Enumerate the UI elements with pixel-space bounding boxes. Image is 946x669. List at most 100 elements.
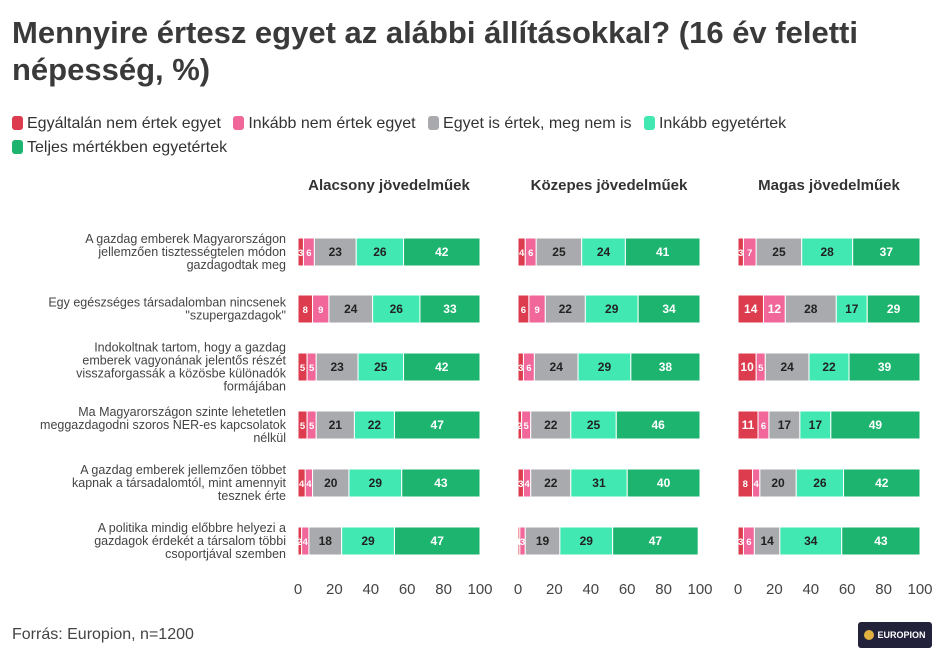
bar-segment bbox=[852, 237, 921, 267]
x-tick-label: 20 bbox=[326, 581, 343, 598]
data-label: 6 bbox=[746, 537, 751, 548]
data-label: 29 bbox=[369, 476, 383, 490]
category-label: Indokoltnak tartom, hogy a gazdag emberek… bbox=[76, 341, 287, 394]
category-label-line: tesznek érte bbox=[218, 489, 286, 503]
data-label: 47 bbox=[431, 534, 445, 548]
data-label: 3 bbox=[298, 248, 303, 259]
x-tick-label: 20 bbox=[546, 581, 563, 598]
data-label: 6 bbox=[526, 363, 531, 374]
legend-item-strongly-disagree: Egyáltalán nem értek egyet bbox=[12, 112, 221, 136]
panel-title: Alacsony jövedelműek bbox=[308, 177, 470, 194]
data-label: 22 bbox=[368, 418, 382, 432]
data-label: 43 bbox=[874, 534, 888, 548]
category-label-line: Indokoltnak tartom, hogy a gazdag bbox=[94, 341, 286, 355]
data-label: 4 bbox=[519, 248, 525, 259]
data-label: 23 bbox=[330, 360, 344, 374]
bar-segment bbox=[801, 237, 854, 267]
bar-segment bbox=[784, 294, 837, 324]
data-label: 37 bbox=[880, 245, 894, 259]
bar-segment bbox=[737, 294, 764, 324]
data-label: 22 bbox=[544, 418, 558, 432]
data-label: 5 bbox=[300, 363, 306, 374]
data-label: 24 bbox=[780, 360, 794, 374]
category-label-line: emberek vagyonának jelentős részét bbox=[82, 354, 286, 368]
data-label: 25 bbox=[587, 418, 601, 432]
data-label: 14 bbox=[744, 302, 758, 316]
legend-item-disagree: Inkább nem értek egyet bbox=[233, 112, 416, 136]
data-label: 8 bbox=[743, 479, 748, 490]
category-label-line: nélkül bbox=[253, 431, 286, 445]
data-label: 17 bbox=[809, 418, 823, 432]
data-label: 26 bbox=[813, 476, 827, 490]
x-tick-label: 80 bbox=[655, 581, 672, 598]
data-label: 3 bbox=[518, 363, 523, 374]
bar-segment bbox=[533, 352, 579, 382]
data-label: 5 bbox=[300, 421, 306, 432]
bar-segment bbox=[753, 526, 781, 556]
data-label: 4 bbox=[303, 537, 309, 548]
bar-segment bbox=[637, 294, 701, 324]
data-label: 3 bbox=[738, 248, 743, 259]
category-label-line: meggazdagodni szoros NER-es kapcsolatok bbox=[40, 418, 287, 432]
data-label: 5 bbox=[758, 363, 764, 374]
data-label: 39 bbox=[878, 360, 892, 374]
data-label: 25 bbox=[772, 245, 786, 259]
x-tick-label: 80 bbox=[875, 581, 892, 598]
bar-segment bbox=[577, 352, 632, 382]
category-label-line: Ma Magyarországon szinte lehetetlen bbox=[78, 405, 286, 419]
bar-segment bbox=[524, 526, 561, 556]
x-tick-label: 100 bbox=[467, 581, 492, 598]
data-label: 5 bbox=[309, 421, 315, 432]
chart-title: Mennyire értesz egyet az alábbi állításo… bbox=[12, 15, 858, 87]
x-tick-label: 20 bbox=[766, 581, 783, 598]
data-label: 26 bbox=[373, 245, 387, 259]
data-label: 6 bbox=[306, 248, 311, 259]
data-label: 28 bbox=[821, 245, 835, 259]
data-label: 9 bbox=[318, 305, 323, 316]
data-label: 3 bbox=[518, 479, 523, 490]
bar-segment bbox=[866, 294, 921, 324]
data-label: 17 bbox=[845, 302, 859, 316]
category-label-line: A gazdag emberek jellemzően többet bbox=[80, 463, 286, 477]
bar-segment bbox=[372, 294, 421, 324]
data-label: 3 bbox=[520, 537, 525, 548]
category-label: Egy egészséges társadalomban nincsenek "s… bbox=[48, 296, 286, 323]
legend-label: Egyáltalán nem értek egyet bbox=[27, 115, 221, 132]
data-label: 29 bbox=[580, 534, 594, 548]
legend-swatch bbox=[428, 116, 440, 130]
data-label: 4 bbox=[299, 479, 305, 490]
data-label: 6 bbox=[761, 421, 766, 432]
legend-label: Inkább nem értek egyet bbox=[248, 115, 416, 132]
data-label: 2 bbox=[297, 537, 302, 548]
legend-swatch bbox=[643, 116, 655, 130]
bar-segment bbox=[830, 410, 921, 440]
category-label: Ma Magyarországon szinte lehetetlen megga… bbox=[40, 405, 287, 445]
data-label: 25 bbox=[552, 245, 566, 259]
data-label: 3 bbox=[738, 537, 743, 548]
x-tick-label: 60 bbox=[839, 581, 856, 598]
legend-swatch bbox=[12, 140, 23, 154]
bar-segment bbox=[403, 237, 481, 267]
data-label: 20 bbox=[771, 476, 785, 490]
data-label: 47 bbox=[431, 418, 445, 432]
data-label: 5 bbox=[524, 421, 530, 432]
logo-mark-icon bbox=[864, 630, 875, 640]
bar-segment bbox=[808, 352, 850, 382]
data-label: 24 bbox=[550, 360, 564, 374]
data-label: 11 bbox=[742, 418, 755, 432]
data-label: 7 bbox=[747, 248, 752, 259]
data-label: 6 bbox=[528, 248, 533, 259]
data-label: 19 bbox=[536, 534, 550, 548]
bar-segment bbox=[779, 526, 843, 556]
x-tick-label: 100 bbox=[907, 581, 932, 598]
data-label: 24 bbox=[597, 245, 611, 259]
bar-segment bbox=[419, 294, 481, 324]
data-label: 1 bbox=[516, 537, 522, 548]
x-tick-label: 40 bbox=[362, 581, 379, 598]
x-tick-label: 40 bbox=[582, 581, 599, 598]
category-label-line: Egy egészséges társadalomban nincsenek bbox=[48, 296, 286, 310]
data-label: 42 bbox=[875, 476, 889, 490]
data-label: 9 bbox=[534, 305, 539, 316]
data-label: 25 bbox=[374, 360, 388, 374]
